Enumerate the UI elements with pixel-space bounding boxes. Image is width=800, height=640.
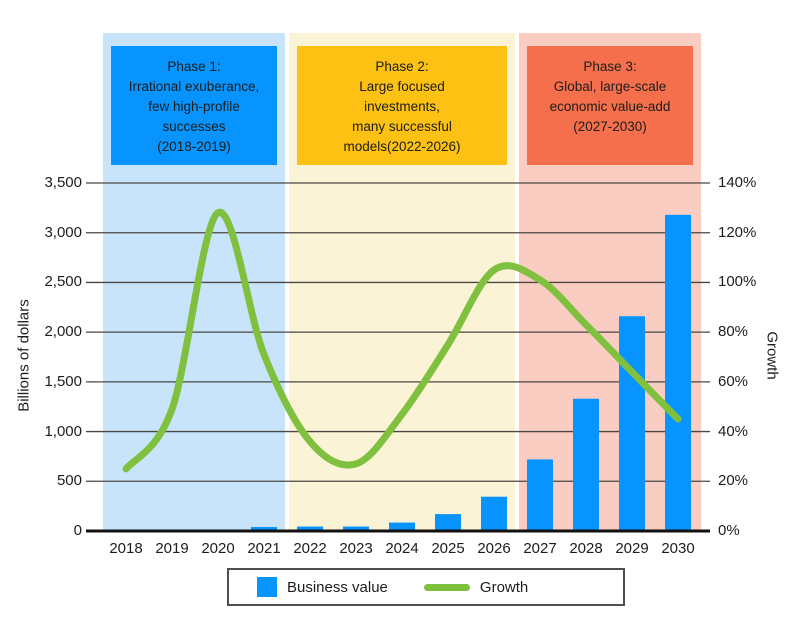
x-axis-label-2019: 2019 — [155, 540, 189, 557]
x-axis-label-2018: 2018 — [109, 540, 143, 557]
phase2-annotation-box: Phase 2: Large focused investments, many… — [297, 46, 507, 165]
bar-2025 — [435, 514, 461, 531]
phase3-annotation-box: Phase 3: Global, large-scale economic va… — [527, 46, 693, 165]
left-axis-tick-label: 3,500 — [44, 174, 82, 191]
left-axis-tick-label: 500 — [56, 472, 82, 490]
right-axis-tick-label: 20% — [718, 472, 749, 490]
left-axis-tick-label: 0 — [73, 522, 82, 539]
left-axis-tick-label: 1,500 — [44, 372, 82, 390]
legend-item-growth: Growth — [423, 578, 529, 596]
legend-label-growth: Growth — [479, 578, 529, 596]
bar-2021 — [251, 527, 277, 531]
legend-label-business-value: Business value — [287, 578, 388, 596]
x-axis-label-2025: 2025 — [431, 540, 465, 557]
x-axis-label-2028: 2028 — [569, 540, 603, 557]
x-axis-label-2027: 2027 — [523, 540, 557, 557]
left-axis-title: Billions of dollars — [15, 299, 33, 412]
x-axis-label-2022: 2022 — [293, 540, 327, 557]
x-axis-label-2021: 2021 — [247, 540, 281, 557]
right-axis-tick-label: 120% — [718, 223, 757, 241]
bar-2028 — [573, 398, 599, 531]
right-axis-tick-label: 140% — [718, 174, 757, 191]
bar-2023 — [343, 526, 369, 531]
bar-2022 — [297, 526, 323, 531]
left-axis-tick-label: 2,000 — [44, 323, 82, 341]
left-axis-tick-label: 3,000 — [44, 223, 82, 241]
right-axis-tick-label: 40% — [718, 422, 749, 440]
right-axis-tick-label: 80% — [718, 323, 749, 341]
legend-item-business-value: Business value — [257, 577, 388, 597]
x-axis-label-2029: 2029 — [615, 540, 649, 557]
growth-line-swatch-icon — [423, 583, 470, 591]
right-axis-tick-label: 60% — [718, 372, 749, 390]
bar-2030 — [665, 214, 691, 531]
business-value-swatch-icon — [257, 577, 277, 597]
x-axis-label-2023: 2023 — [339, 540, 373, 557]
x-axis-label-2026: 2026 — [477, 540, 511, 557]
left-axis-tick-label: 2,500 — [44, 273, 82, 291]
left-axis-tick-label: 1,000 — [44, 422, 82, 440]
x-axis-label-2020: 2020 — [201, 540, 235, 557]
growth-line — [122, 209, 682, 473]
x-axis-label-2024: 2024 — [385, 540, 419, 557]
right-axis-tick-label: 0% — [718, 522, 740, 539]
phase1-annotation-box: Phase 1: Irrational exuberance, few high… — [111, 46, 277, 165]
legend: Business value Growth — [227, 568, 625, 606]
bar-2027 — [527, 459, 553, 531]
bar-2029 — [619, 316, 645, 531]
bar-2024 — [389, 522, 415, 531]
right-axis-title: Growth — [763, 331, 781, 380]
bar-2026 — [481, 496, 507, 531]
right-axis-tick-label: 100% — [718, 273, 757, 291]
x-axis-label-2030: 2030 — [661, 540, 695, 557]
